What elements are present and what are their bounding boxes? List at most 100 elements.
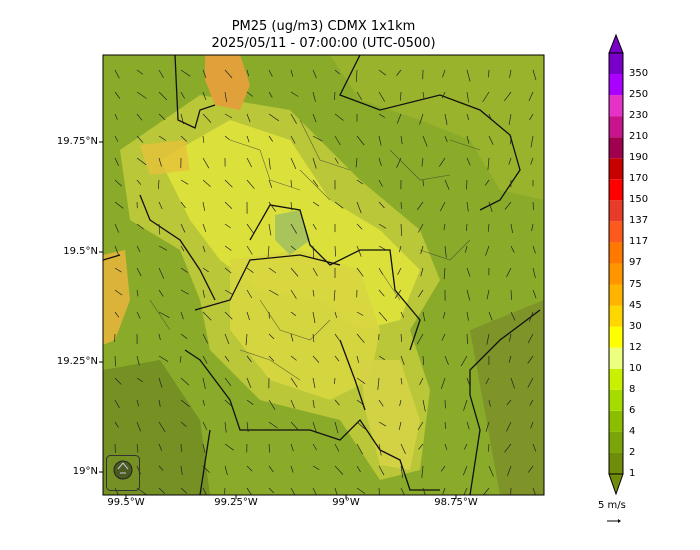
- wind-vector: [224, 135, 230, 141]
- wind-vector: [487, 443, 490, 452]
- wind-vector: [202, 443, 206, 454]
- colorbar-level-label: 75: [629, 278, 642, 290]
- map-frame: [102, 54, 545, 496]
- wind-vector: [466, 289, 471, 301]
- wind-vector: [532, 267, 536, 279]
- wind-vector: [267, 245, 270, 258]
- wind-vector: [290, 135, 296, 144]
- colorbar-segment: [609, 221, 623, 243]
- wind-vector: [268, 91, 273, 98]
- wind-vector: [527, 333, 534, 344]
- wind-vector: [399, 399, 402, 406]
- wind-vector: [527, 377, 534, 388]
- wind-vector: [400, 377, 403, 385]
- wind-vector: [509, 69, 512, 78]
- wind-vector: [246, 91, 254, 97]
- wind-vector: [202, 69, 207, 79]
- wind-vector: [246, 421, 249, 433]
- wind-vector: [136, 311, 141, 319]
- wind-vector: [487, 223, 490, 232]
- wind-vector: [224, 421, 227, 433]
- wind-vector: [334, 421, 339, 434]
- wind-vector: [202, 245, 206, 253]
- wind-vector: [114, 333, 116, 342]
- wind-vector: [398, 421, 402, 430]
- wind-vector: [290, 333, 294, 342]
- colorbar-segment: [609, 452, 623, 474]
- y-ticks: [99, 141, 457, 499]
- wind-vector: [334, 377, 336, 385]
- wind-vector: [334, 443, 340, 452]
- wind-vector: [136, 377, 143, 382]
- wind-vector: [378, 135, 382, 146]
- wind-vector: [136, 91, 147, 99]
- wind-vector: [202, 113, 212, 123]
- wind-vector: [158, 113, 166, 120]
- wind-vector: [509, 333, 512, 342]
- wind-vector: [441, 91, 446, 99]
- wind-vector: [246, 377, 252, 388]
- wind-vector: [157, 179, 160, 190]
- wind-vector: [246, 69, 250, 77]
- wind-vector: [245, 333, 248, 346]
- wind-vector: [419, 113, 424, 125]
- wind-vector: [158, 355, 169, 362]
- wind-vector: [312, 399, 315, 409]
- wind-vector: [488, 201, 493, 212]
- wind-vector: [422, 311, 426, 322]
- wind-vector: [268, 333, 275, 340]
- wind-vector: [419, 377, 424, 385]
- wind-vector: [224, 267, 232, 274]
- wind-vector: [268, 289, 279, 296]
- wind-vector: [224, 245, 232, 251]
- wind-vector: [421, 157, 424, 167]
- wind-vector: [378, 465, 385, 476]
- wind-vector: [356, 377, 366, 384]
- wind-vector: [356, 355, 360, 363]
- wind-vector: [356, 267, 364, 277]
- wind-vector: [510, 311, 516, 321]
- colorbar-level-label: 2: [629, 446, 636, 458]
- wind-vector: [202, 311, 212, 321]
- wind-vector: [529, 113, 534, 121]
- wind-vector: [466, 377, 470, 385]
- colorbar-level-label: 10: [629, 362, 642, 374]
- wind-vector: [378, 267, 384, 275]
- wind-vector: [136, 135, 144, 143]
- wind-vector: [114, 91, 121, 99]
- wind-vector: [488, 399, 491, 407]
- wind-vector: [488, 311, 493, 321]
- wind-vector: [158, 135, 166, 141]
- wind-vector: [444, 443, 448, 450]
- colorbar-segment: [609, 74, 623, 96]
- wind-vector: [180, 289, 189, 295]
- wind-vector: [333, 289, 336, 301]
- wind-vector: [268, 113, 279, 122]
- wind-vector: [356, 201, 362, 214]
- wind-vector: [312, 135, 323, 142]
- wind-vector: [290, 487, 296, 495]
- wind-vector: [158, 245, 167, 251]
- wind-vector: [158, 443, 163, 451]
- wind-vector: [179, 355, 182, 363]
- wind-vector: [180, 91, 185, 99]
- wind-vector: [158, 223, 161, 235]
- wind-vector: [290, 91, 299, 97]
- wind-vector: [114, 355, 117, 367]
- colorbar-level-label: 8: [629, 383, 636, 395]
- x-tick-label: 99.25°W: [214, 497, 258, 508]
- wind-vector: [290, 443, 294, 452]
- wind-vector: [378, 91, 385, 102]
- wind-vector: [334, 311, 338, 318]
- wind-vector: [224, 465, 228, 476]
- wind-vector: [136, 399, 140, 407]
- wind-vector: [418, 443, 424, 450]
- wind-vector: [356, 311, 364, 316]
- wind-vector: [224, 113, 233, 119]
- wind-vector: [510, 223, 513, 234]
- wind-vector: [136, 157, 147, 166]
- wind-vector: [417, 223, 424, 233]
- wind-vector: [312, 223, 317, 230]
- wind-vector: [180, 179, 189, 185]
- wind-vector: [422, 135, 428, 147]
